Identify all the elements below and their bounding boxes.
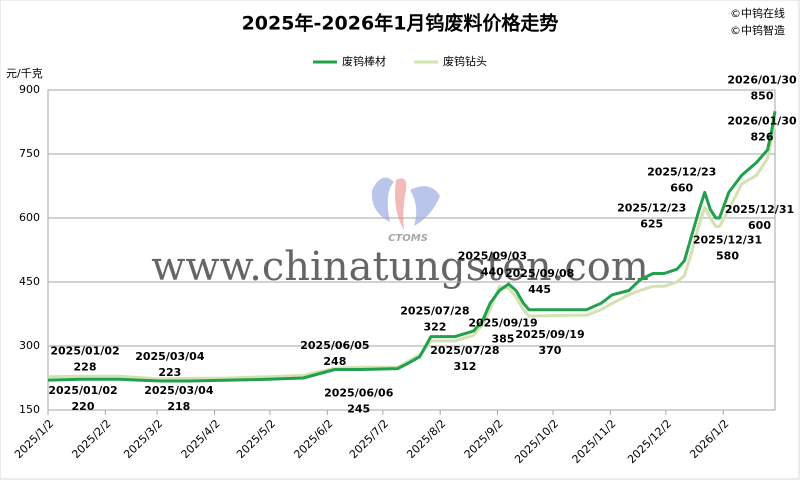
y-tick-label: 750 <box>19 147 40 160</box>
legend-label: 废钨钻头 <box>443 54 487 68</box>
annotation-value: 245 <box>347 402 370 415</box>
annotation-date: 2025/07/28 <box>430 344 499 357</box>
annotation-value: 625 <box>640 217 663 230</box>
y-tick-label: 450 <box>19 275 40 288</box>
logo-shape <box>371 177 394 222</box>
annotation-value: 248 <box>323 355 346 368</box>
annotation-value: 580 <box>716 250 739 263</box>
annotation-value: 218 <box>167 400 190 413</box>
annotation-date: 2025/12/23 <box>617 201 686 214</box>
logo-text: CTOMS <box>388 233 428 244</box>
annotation-value: 660 <box>670 181 693 194</box>
annotation-value: 223 <box>158 366 181 379</box>
annotation-date: 2025/06/05 <box>300 339 369 352</box>
annotation-value: 322 <box>423 321 446 334</box>
annotation-value: 850 <box>751 89 774 102</box>
y-tick-label: 900 <box>19 83 40 96</box>
annotation-date: 2025/09/03 <box>458 249 527 262</box>
annotation-date: 2025/12/23 <box>647 165 716 178</box>
annotation-date: 2025/09/08 <box>505 267 574 280</box>
annotation-date: 2026/01/30 <box>727 115 797 128</box>
y-tick-label: 150 <box>19 403 40 416</box>
annotation-value: 228 <box>74 361 97 374</box>
y-axis-label: 元/千克 <box>6 67 43 80</box>
chart-title: 2025年-2026年1月钨废料价格走势 <box>242 12 559 35</box>
logo-shape <box>395 178 407 230</box>
annotation-value: 440 <box>481 265 504 278</box>
annotation-date: 2026/01/30 <box>727 73 797 86</box>
annotation-date: 2025/12/31 <box>725 203 794 216</box>
annotation-date: 2025/03/04 <box>144 384 214 397</box>
annotation-value: 445 <box>528 283 551 296</box>
annotation-value: 826 <box>751 131 774 144</box>
series-line <box>47 121 777 381</box>
annotation-date: 2025/01/02 <box>50 345 119 358</box>
legend-label: 废钨棒材 <box>342 54 386 68</box>
y-tick-label: 300 <box>19 339 40 352</box>
copyright: ©中钨在线 <box>730 6 785 20</box>
annotation-date: 2025/09/19 <box>515 328 584 341</box>
plot-border <box>47 89 776 411</box>
y-tick-label: 600 <box>19 211 40 224</box>
logo-shape <box>410 186 440 226</box>
annotation-date: 2025/06/06 <box>324 386 394 399</box>
annotation-date: 2025/01/02 <box>48 384 117 397</box>
logo: CTOMS <box>371 177 440 244</box>
annotation-value: 385 <box>491 333 514 346</box>
annotation-date: 2025/09/19 <box>468 317 537 330</box>
annotation-date: 2025/03/04 <box>135 350 205 363</box>
copyright: ©中钨智造 <box>730 23 785 37</box>
annotation-date: 2025/07/28 <box>400 305 469 318</box>
annotation-value: 312 <box>453 360 476 373</box>
annotation-value: 370 <box>538 344 561 357</box>
annotation-date: 2025/12/31 <box>693 234 762 247</box>
series-line <box>47 111 777 383</box>
annotation-value: 600 <box>748 219 771 232</box>
annotation-value: 220 <box>72 400 95 413</box>
